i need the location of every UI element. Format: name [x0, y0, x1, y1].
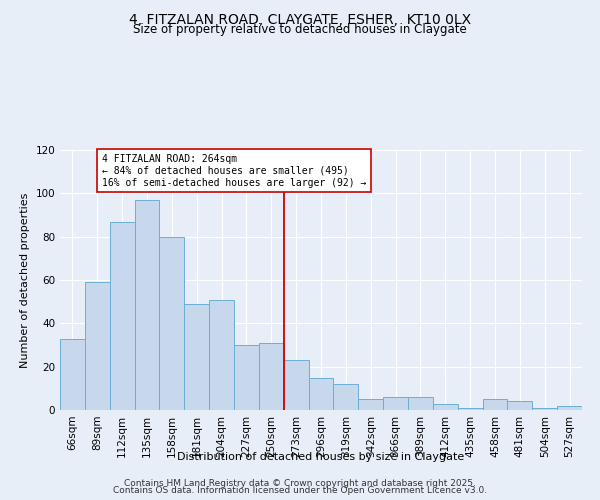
- Bar: [134, 200, 160, 410]
- Text: Contains OS data. Information licensed under the Open Government Licence v3.0.: Contains OS data. Information licensed u…: [113, 486, 487, 495]
- Bar: [334, 384, 358, 410]
- Bar: [284, 360, 308, 410]
- Bar: [508, 402, 532, 410]
- Bar: [308, 378, 334, 410]
- Bar: [110, 222, 134, 410]
- Text: 4, FITZALAN ROAD, CLAYGATE, ESHER,  KT10 0LX: 4, FITZALAN ROAD, CLAYGATE, ESHER, KT10 …: [129, 12, 471, 26]
- Bar: [433, 404, 458, 410]
- Bar: [209, 300, 234, 410]
- Bar: [85, 282, 110, 410]
- Bar: [532, 408, 557, 410]
- Bar: [234, 345, 259, 410]
- Bar: [160, 236, 184, 410]
- Bar: [259, 343, 284, 410]
- Bar: [383, 397, 408, 410]
- Text: Size of property relative to detached houses in Claygate: Size of property relative to detached ho…: [133, 22, 467, 36]
- Text: Distribution of detached houses by size in Claygate: Distribution of detached houses by size …: [178, 452, 464, 462]
- Bar: [358, 399, 383, 410]
- Bar: [482, 399, 508, 410]
- Y-axis label: Number of detached properties: Number of detached properties: [20, 192, 30, 368]
- Text: 4 FITZALAN ROAD: 264sqm
← 84% of detached houses are smaller (495)
16% of semi-d: 4 FITZALAN ROAD: 264sqm ← 84% of detache…: [102, 154, 367, 188]
- Bar: [184, 304, 209, 410]
- Bar: [458, 408, 482, 410]
- Bar: [60, 338, 85, 410]
- Bar: [557, 406, 582, 410]
- Bar: [408, 397, 433, 410]
- Text: Contains HM Land Registry data © Crown copyright and database right 2025.: Contains HM Land Registry data © Crown c…: [124, 478, 476, 488]
